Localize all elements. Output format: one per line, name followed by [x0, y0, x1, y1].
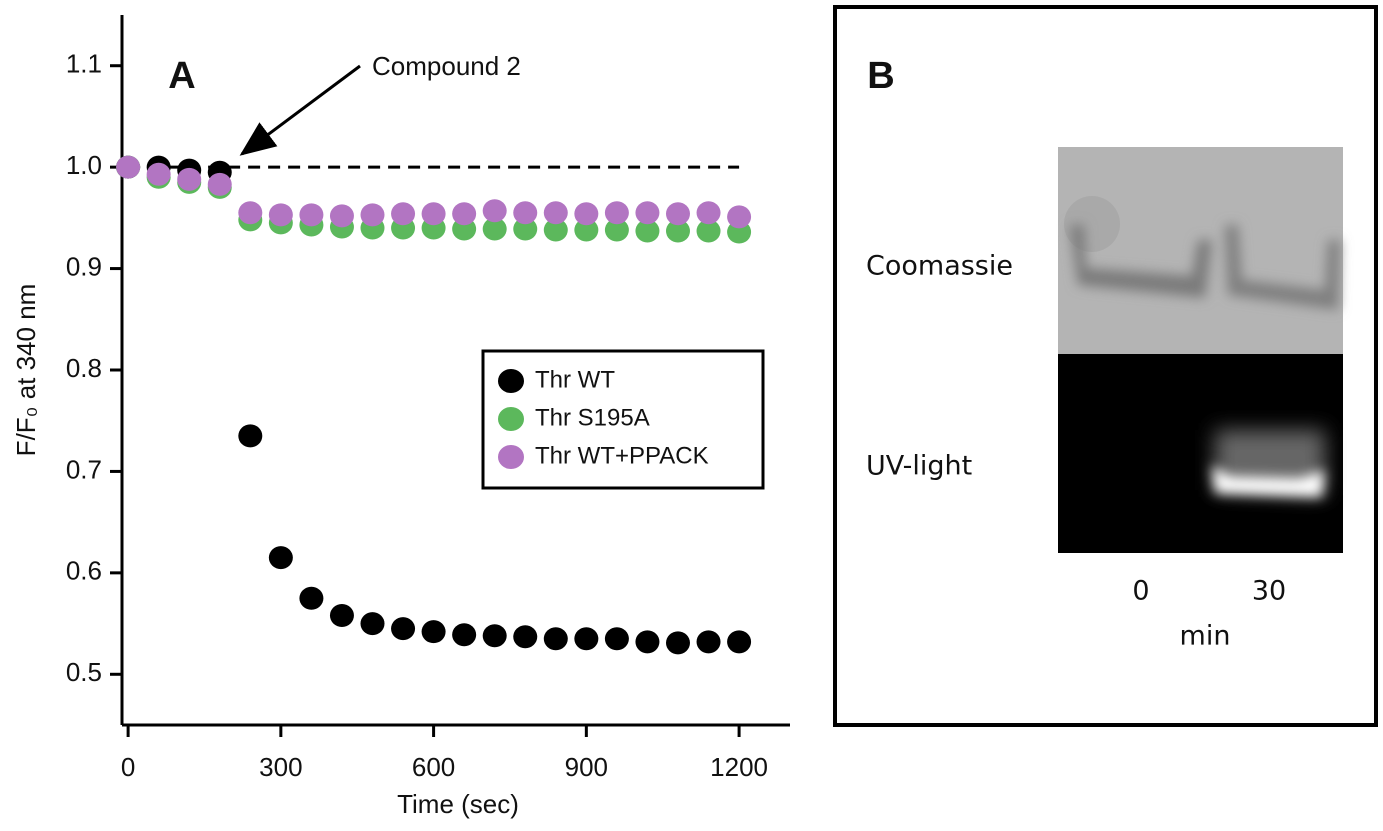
x-tick-label: 1200 [710, 752, 768, 782]
data-point [269, 546, 293, 569]
data-point [635, 630, 659, 653]
data-point [483, 624, 507, 647]
x-tick-label: 900 [565, 752, 608, 782]
data-point [574, 202, 598, 225]
data-point [330, 604, 354, 627]
data-point [666, 631, 690, 654]
y-tick-label: 0.6 [66, 556, 102, 586]
panel-label: B [867, 55, 894, 97]
data-point [116, 156, 140, 179]
panel-b: B Coomassie UV-light 0 30 min [835, 7, 1376, 725]
data-point [208, 173, 232, 196]
legend-label: Thr S195A [535, 404, 650, 431]
gel-uv-band [1212, 430, 1325, 497]
annotation: Compound 2 [372, 51, 521, 81]
data-point [238, 201, 262, 224]
row-label: UV-light [866, 451, 972, 482]
data-point [177, 168, 201, 191]
data-point [361, 203, 385, 226]
row-label: Coomassie [866, 251, 1013, 282]
data-point [605, 627, 629, 650]
legend-marker [498, 445, 524, 469]
x-tick-label: 0 [121, 752, 135, 782]
legend-label: Thr WT+PPACK [535, 442, 709, 469]
y-tick-label: 0.7 [66, 454, 102, 484]
x-tick-label: 600 [412, 752, 455, 782]
data-point [361, 612, 385, 635]
data-point [452, 202, 476, 225]
y-tick-label: 1.0 [66, 150, 102, 180]
data-point [697, 201, 721, 224]
panel-label: A [168, 55, 195, 97]
legend-marker [498, 369, 524, 393]
figure: A Time (sec) F/F₀ at 340 nm Compound 2 0… [0, 0, 1383, 831]
data-point [147, 163, 171, 186]
data-point [513, 625, 537, 648]
data-point [299, 587, 323, 610]
y-tick-label: 0.9 [66, 251, 102, 281]
x-tick-label: 300 [259, 752, 302, 782]
data-point [483, 199, 507, 222]
data-point [422, 202, 446, 225]
annotation-arrow [242, 66, 360, 154]
data-point [727, 630, 751, 653]
legend: Thr WT Thr S195A Thr WT+PPACK [483, 351, 763, 488]
y-axis-label: F/F₀ at 340 nm [11, 284, 41, 457]
data-point [727, 205, 751, 228]
legend-label: Thr WT [535, 366, 615, 393]
data-point [238, 424, 262, 447]
data-point [391, 617, 415, 640]
lane-unit: min [1180, 621, 1231, 652]
data-point [635, 201, 659, 224]
data-point [330, 204, 354, 227]
data-point [544, 201, 568, 224]
data-point [269, 203, 293, 226]
data-point [513, 201, 537, 224]
data-point [391, 202, 415, 225]
lane-label: 30 [1252, 576, 1286, 607]
data-point [574, 627, 598, 650]
lane-label: 0 [1132, 576, 1149, 607]
data-point [666, 202, 690, 225]
legend-marker [498, 407, 524, 431]
data-point [544, 627, 568, 650]
x-axis-label: Time (sec) [397, 789, 519, 819]
data-point [422, 620, 446, 643]
data-point [697, 630, 721, 653]
data-point [299, 203, 323, 226]
y-tick-label: 0.5 [66, 657, 102, 687]
data-point [452, 623, 476, 646]
gel-spot [1064, 196, 1120, 252]
y-tick-label: 0.8 [66, 353, 102, 383]
y-tick-label: 1.1 [66, 49, 102, 79]
data-point [605, 201, 629, 224]
